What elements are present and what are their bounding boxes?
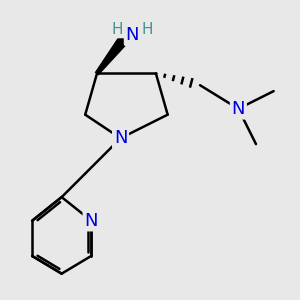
Polygon shape — [96, 28, 134, 74]
Text: N: N — [84, 212, 98, 230]
Text: N: N — [114, 129, 127, 147]
Text: H: H — [112, 22, 123, 37]
Text: H: H — [141, 22, 153, 37]
Text: N: N — [232, 100, 245, 118]
Text: N: N — [126, 26, 139, 44]
